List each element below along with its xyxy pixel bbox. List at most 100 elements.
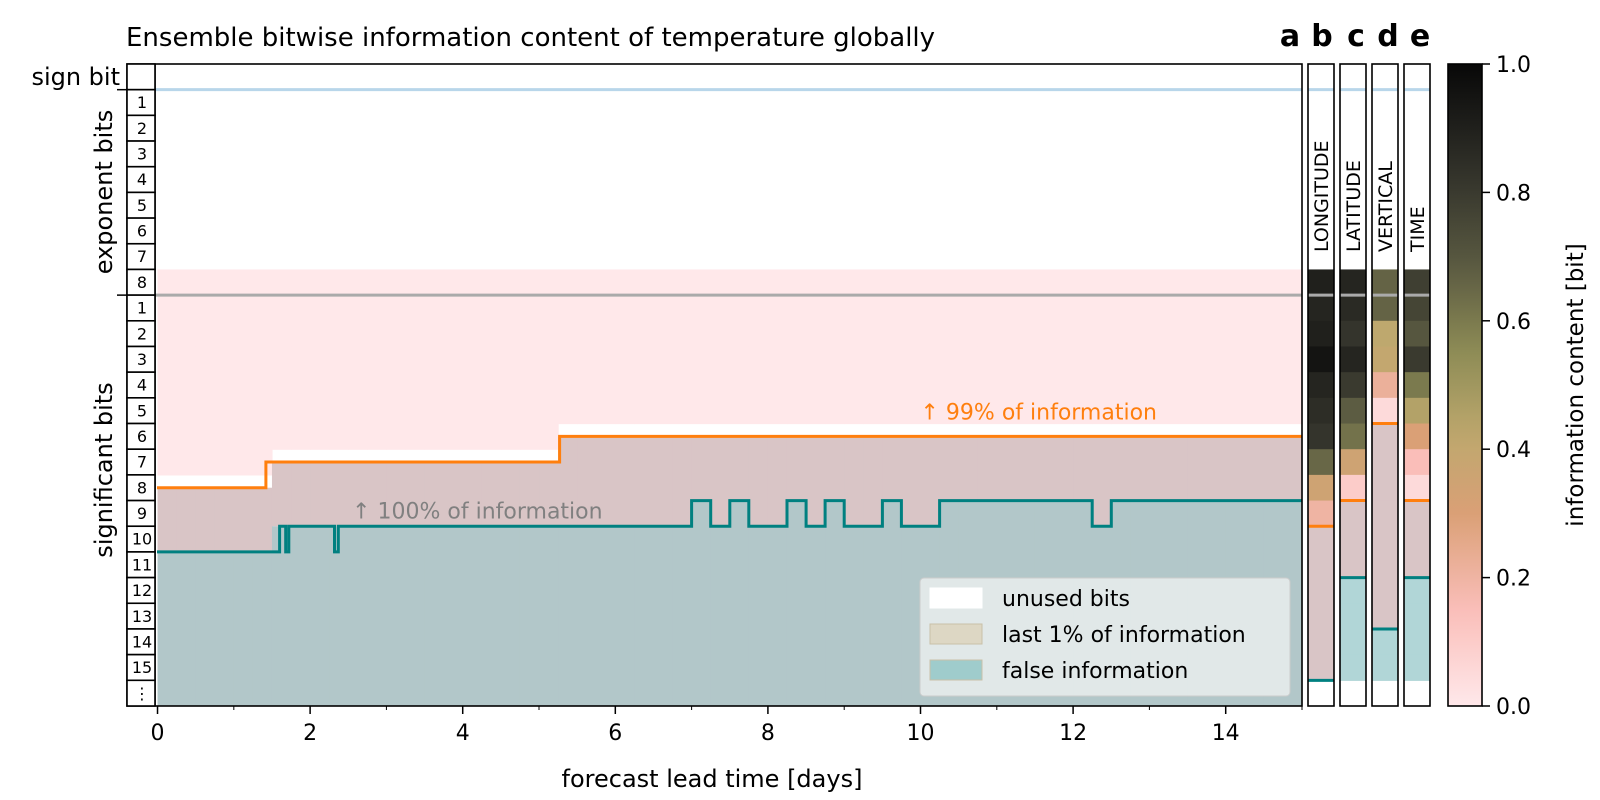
last-1pct-region	[558, 436, 578, 527]
heatmap-cell	[386, 397, 407, 425]
panel-cell	[1372, 603, 1398, 630]
heatmap-cell	[577, 346, 597, 373]
heatmap-cell	[386, 295, 407, 322]
false-info-region	[291, 526, 311, 706]
panel-cell	[1404, 320, 1430, 348]
false-info-region	[844, 526, 864, 706]
heatmap-cell	[291, 346, 311, 373]
heatmap-cell	[500, 320, 521, 348]
last-1pct-region	[1225, 436, 1246, 501]
legend-swatch	[929, 623, 983, 645]
heatmap-cell	[539, 423, 559, 450]
heatmap-cell	[233, 320, 254, 348]
false-info-region	[710, 526, 731, 706]
heatmap-cell	[405, 295, 426, 322]
last-1pct-region	[424, 462, 445, 527]
heatmap-cell	[1187, 295, 1208, 322]
heatmap-cell	[1111, 320, 1131, 348]
heatmap-cell	[920, 346, 941, 373]
last-1pct-region	[462, 462, 483, 527]
heatmap-cell	[863, 397, 883, 425]
heatmap-cell	[1149, 269, 1170, 296]
heatmap-cell	[157, 423, 178, 450]
false-info-region	[634, 526, 655, 706]
last-1pct-region	[825, 436, 845, 501]
heatmap-cell	[1282, 372, 1303, 399]
heatmap-cell	[977, 295, 998, 322]
heatmap-cell	[882, 269, 903, 296]
last-1pct-region	[1092, 436, 1112, 527]
legend-label: false information	[1002, 659, 1188, 684]
heatmap-cell	[596, 346, 616, 373]
heatmap-cell	[691, 269, 712, 296]
panel-cell	[1308, 346, 1334, 373]
heatmap-cell	[901, 346, 922, 373]
heatmap-cell	[825, 372, 845, 399]
heatmap-cell	[767, 320, 788, 348]
heatmap-cell	[271, 269, 292, 296]
last-1pct-region	[500, 462, 521, 527]
panel-cell	[1404, 397, 1430, 425]
heatmap-cell	[1073, 295, 1093, 322]
heatmap-cell	[825, 320, 845, 348]
heatmap-cell	[882, 346, 903, 373]
panel-cell	[1308, 577, 1334, 604]
last-1pct-region	[634, 436, 655, 527]
last-1pct-region	[291, 462, 311, 527]
panel-cell	[1308, 295, 1334, 322]
heatmap-cell	[500, 372, 521, 399]
heatmap-cell	[882, 397, 903, 425]
last-1pct-region	[348, 462, 368, 527]
significant-bit-label: 13	[132, 607, 152, 626]
heatmap-cell	[271, 397, 292, 425]
bit-box	[126, 217, 156, 245]
last-1pct-region	[920, 436, 941, 527]
panel-cell	[1308, 603, 1334, 630]
heatmap-cell	[996, 269, 1017, 296]
heatmap-cell	[157, 372, 178, 399]
heatmap-cell	[271, 346, 292, 373]
x-axis: 0 2 4 6 8 10 12 14	[151, 706, 1303, 746]
x-tick-label: 14	[1212, 721, 1240, 746]
heatmap-cell	[424, 397, 445, 425]
last-1pct-region	[767, 436, 788, 527]
heatmap-cell	[519, 295, 540, 322]
heatmap-cell	[462, 269, 483, 296]
heatmap-cell	[1130, 295, 1151, 322]
heatmap-cell	[786, 372, 807, 399]
panel-cell	[1372, 500, 1398, 527]
heatmap-cell	[386, 320, 407, 348]
heatmap-cell	[748, 320, 769, 348]
heatmap-cell	[348, 397, 368, 425]
heatmap-cell	[958, 397, 979, 425]
false-info-region	[157, 551, 178, 706]
heatmap-cell	[367, 346, 388, 373]
heatmap-cell	[1015, 346, 1036, 373]
heatmap-cell	[214, 449, 235, 476]
panel-frame	[1371, 63, 1399, 707]
heatmap-cell	[748, 397, 769, 425]
heatmap-cell	[1225, 346, 1246, 373]
x-tick-label: 4	[456, 721, 470, 746]
heatmap-cell	[157, 269, 178, 296]
heatmap-cell	[1130, 346, 1151, 373]
heatmap-cell	[539, 295, 559, 322]
x-tick-label: 8	[761, 721, 775, 746]
panel-cell	[1372, 397, 1398, 425]
heatmap-cell	[176, 269, 197, 296]
heatmap-cell	[233, 372, 254, 399]
panel-cell	[1308, 449, 1334, 476]
x-tick-label: 10	[907, 721, 935, 746]
heatmap-cell	[1244, 269, 1265, 296]
panel-cell	[1340, 526, 1366, 553]
heatmap-cell	[729, 397, 750, 425]
heatmap-cell	[863, 269, 883, 296]
heatmap-cell	[405, 397, 426, 425]
panel-cell	[1340, 346, 1366, 373]
heatmap-cell	[481, 372, 502, 399]
colorbar-label: information content [bit]	[1563, 243, 1589, 526]
panel-cell	[1372, 372, 1398, 399]
panel-cell	[1372, 474, 1398, 502]
heatmap-cell	[634, 397, 655, 425]
